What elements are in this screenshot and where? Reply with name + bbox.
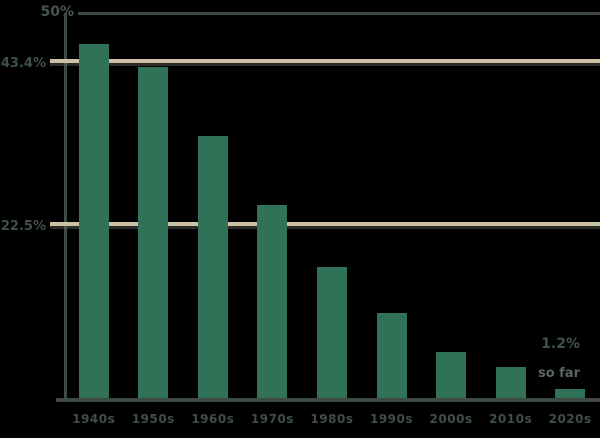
x-axis-labels: 1940s 1950s 1960s 1970s 1980s 1990s 2000s 2010s…: [64, 412, 600, 427]
bar-2010s: [495, 367, 526, 398]
annotation-note: so far: [537, 366, 580, 381]
reference-line-upper-label: 43.4%: [0, 56, 46, 71]
top-gridline: [78, 12, 600, 15]
x-tick-label-2020s: 2020s: [548, 412, 592, 426]
x-tick-label-1990s: 1990s: [369, 412, 414, 426]
x-tick-label-1970s: 1970s: [250, 412, 294, 426]
x-tick-label-1960s: 1960s: [191, 412, 235, 426]
bar-2000s: [436, 352, 467, 398]
x-tick-label-1940s: 1940s: [72, 412, 116, 426]
annotation-value: 1.2%: [541, 336, 580, 352]
x-tick-label-1950s: 1950s: [131, 412, 175, 426]
bar-1970s: [257, 205, 288, 398]
bars-container: [64, 13, 600, 398]
bar-1950s: [138, 67, 169, 398]
bar-2020s: [555, 389, 586, 398]
x-tick-label-2010s: 2010s: [489, 412, 533, 426]
y-axis-top-label: 50%: [40, 4, 74, 20]
x-tick-label-1980s: 1980s: [310, 412, 354, 426]
y-axis-line: [64, 13, 67, 402]
x-tick-label-2000s: 2000s: [429, 412, 473, 426]
last-bar-annotation: 1.2% so far: [505, 336, 580, 381]
bar-1990s: [376, 313, 407, 398]
reference-line-upper: [50, 59, 600, 63]
reference-line-lower-label: 22.5%: [0, 219, 46, 234]
x-axis-line: [56, 398, 600, 402]
bar-1980s: [316, 267, 347, 398]
bar-1960s: [197, 136, 228, 398]
reference-line-lower: [50, 222, 600, 226]
bar-1940s: [78, 44, 109, 398]
